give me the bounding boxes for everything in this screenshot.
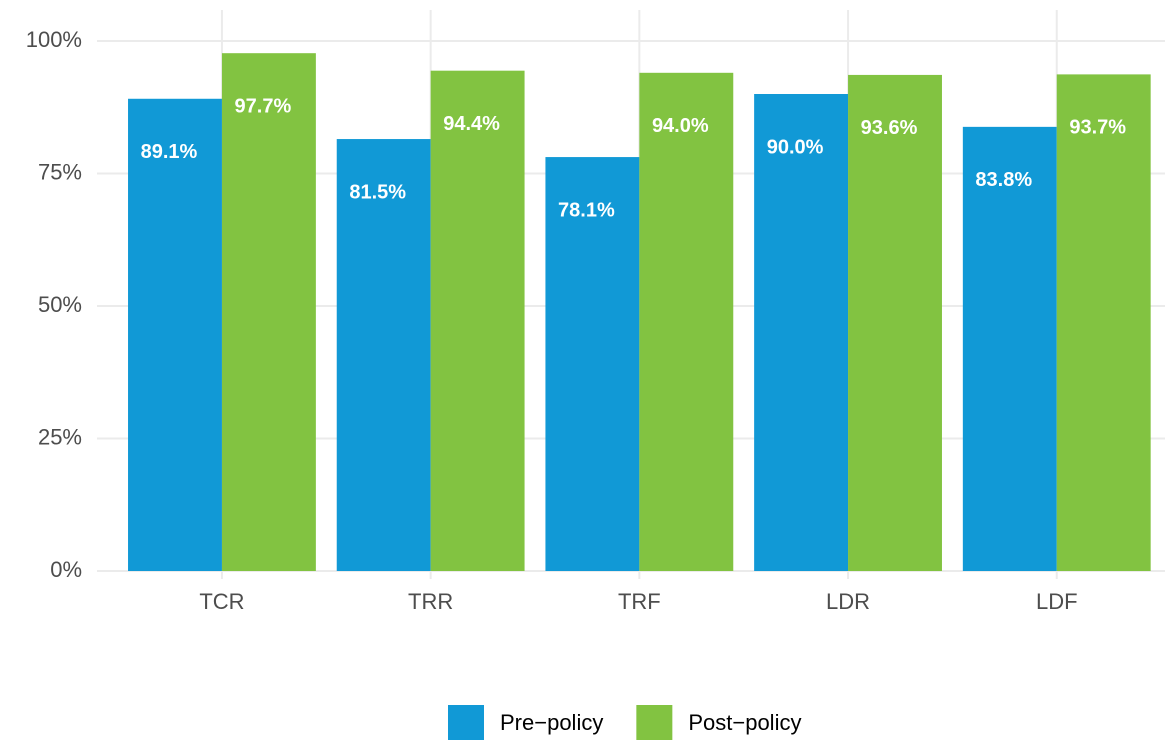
bar: [962, 126, 1057, 572]
bar: [430, 70, 525, 572]
x-tick-label: LDF: [1036, 589, 1078, 614]
x-tick-label: TCR: [199, 589, 244, 614]
x-tick-label: LDR: [826, 589, 870, 614]
y-tick-label: 75%: [38, 159, 82, 184]
value-label: 81.5%: [349, 181, 406, 203]
bar: [336, 139, 431, 572]
y-tick-label: 100%: [26, 27, 82, 52]
bar: [754, 94, 849, 571]
value-label: 93.6%: [861, 117, 918, 139]
y-tick-label: 0%: [50, 557, 82, 582]
bar: [221, 53, 316, 571]
bar: [1056, 74, 1151, 571]
y-tick-label: 50%: [38, 292, 82, 317]
legend-swatch: [448, 705, 484, 740]
x-tick-label: TRF: [618, 589, 661, 614]
x-tick-label: TRR: [408, 589, 453, 614]
legend-label: Pre−policy: [500, 710, 603, 735]
value-label: 97.7%: [235, 95, 292, 117]
bar: [545, 157, 640, 571]
value-label: 83.8%: [975, 169, 1032, 191]
value-label: 90.0%: [767, 136, 824, 158]
value-label: 93.7%: [1069, 117, 1126, 139]
legend-label: Post−policy: [688, 710, 801, 735]
y-tick-label: 25%: [38, 424, 82, 449]
legend-swatch: [636, 705, 673, 740]
value-label: 78.1%: [558, 199, 615, 221]
bar: [128, 98, 222, 572]
bar: [848, 74, 942, 572]
bar: [639, 72, 734, 572]
value-label: 89.1%: [141, 141, 198, 163]
value-label: 94.4%: [443, 113, 500, 135]
value-label: 94.0%: [652, 115, 709, 137]
